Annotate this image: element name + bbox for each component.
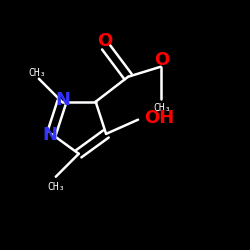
Text: O: O [154,52,170,70]
Text: N: N [56,92,70,110]
Text: CH₃: CH₃ [29,68,46,78]
Text: CH₃: CH₃ [153,103,171,113]
Text: O: O [97,32,112,50]
Text: OH: OH [144,110,174,128]
Text: N: N [43,126,58,144]
Text: CH₃: CH₃ [47,182,64,192]
